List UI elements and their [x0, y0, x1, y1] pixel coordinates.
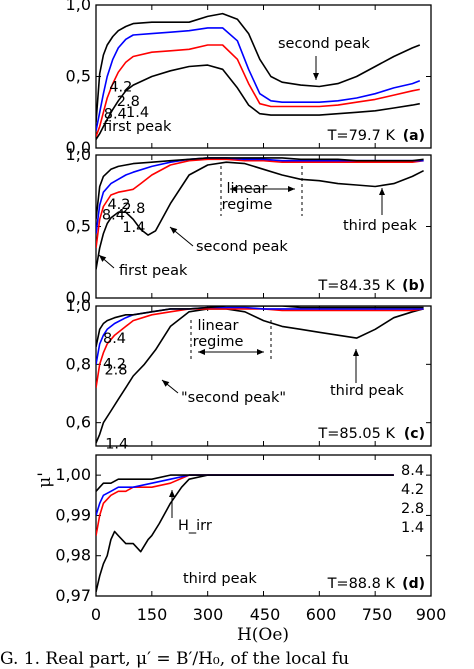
plot-frame	[95, 454, 432, 597]
series-line	[96, 306, 424, 365]
series-label: 4.2	[107, 197, 130, 213]
series-label: 8.4	[401, 463, 424, 479]
annotation-text: regime	[222, 197, 273, 213]
panel-label: (d)	[402, 576, 425, 592]
plot-frame	[95, 305, 432, 447]
chart-panel: 0,97 0,98 0,99 1,00 8.4 4.2 2.8 1.4 T=88.8 K (d) H…	[55, 454, 432, 605]
series-line	[96, 12, 421, 123]
y-tick-label: 0,97	[55, 586, 91, 605]
series-label: 1.4	[401, 520, 424, 536]
series-line	[96, 44, 420, 137]
annotation-text: "second peak"	[181, 390, 286, 406]
y-tick-label: 1,0	[66, 296, 91, 315]
x-tick-labels: 0 150 300 450 600 750 900	[91, 605, 446, 624]
y-tick-label: 0,0	[66, 138, 91, 157]
x-tick-label: 0	[91, 605, 101, 624]
arrow-head	[169, 490, 175, 497]
annotation-text: first peak	[119, 263, 188, 279]
arrow-head	[353, 349, 359, 356]
series-line	[96, 158, 424, 249]
series-label: 8.4	[102, 207, 125, 223]
temperature-label: T=88.8 K	[327, 576, 396, 592]
y-tick-label: 0,8	[66, 354, 91, 373]
x-axis-title: H(Oe)	[237, 625, 289, 645]
annotation-text: third peak	[183, 571, 257, 587]
series-label: 1.4	[122, 220, 145, 236]
x-tick-label: 900	[416, 605, 447, 624]
series-line	[96, 308, 424, 444]
temperature-label: T=79.7 K	[327, 128, 396, 144]
y-tick-label: 0,6	[66, 413, 91, 432]
x-tick-label: 750	[362, 605, 393, 624]
x-tick-label: 450	[250, 605, 281, 624]
arrow-head	[257, 349, 264, 355]
arrow-head	[379, 188, 385, 195]
y-tick-label: 0,5	[66, 217, 91, 236]
series-label: 8.4	[103, 331, 126, 347]
arrow-head	[198, 349, 205, 355]
annotation-text: linear	[197, 318, 238, 334]
chart-panel: 0,6 0,8 1,0 8.4 4.22.8 1.4 T=85.05 K (c) linearr…	[66, 296, 432, 452]
arrow-head	[162, 380, 170, 387]
y-axis-title: μ'	[35, 472, 55, 488]
series-line	[96, 64, 420, 140]
series-label: 2.8	[104, 362, 127, 378]
series-label: 1.4	[126, 105, 149, 121]
series-label: 2.8	[117, 94, 140, 110]
y-tick-label: 0,0	[66, 288, 91, 307]
arrow-head	[313, 73, 319, 80]
y-tick-label: 1,00	[55, 465, 91, 484]
series-label: 1.4	[105, 436, 128, 452]
series-label: 4.2	[401, 482, 424, 498]
series-label: 2.8	[401, 501, 424, 517]
chart-panel: 0,0 0,5 1,0 8.4 4.22.81.4 T=79.7 K (a) second p…	[66, 0, 432, 157]
series-label: 4.2	[109, 80, 132, 96]
panel-label: (b)	[402, 278, 425, 294]
series-line	[96, 474, 394, 536]
series-line	[96, 308, 424, 388]
series-label: 4.2	[103, 356, 126, 372]
y-tick-label: 0,99	[55, 505, 91, 524]
series-line	[96, 161, 424, 270]
y-tick-label: 1,0	[66, 0, 91, 14]
x-tick-label: 150	[137, 605, 168, 624]
y-tick-label: 1,0	[66, 145, 91, 164]
annotation-text: first peak	[103, 119, 172, 135]
figure-caption: G. 1. Real part, μ′ = B′/H₀, of the loca…	[0, 649, 349, 669]
chart-panel: 0,00,51,08.44.22.81.4T=84.35 K (b)linearr…	[66, 145, 432, 307]
arrow-head	[170, 227, 178, 234]
x-tick-label: 300	[193, 605, 224, 624]
series-line	[96, 474, 394, 492]
panel-label: (c)	[404, 426, 425, 442]
arrow-head	[99, 255, 107, 262]
series-line	[96, 474, 394, 516]
series-line	[96, 306, 424, 347]
arrow-head	[230, 186, 237, 192]
y-tick-label: 0,98	[55, 546, 91, 565]
panel-label: (a)	[403, 128, 425, 144]
annotation-text: third peak	[343, 218, 417, 234]
y-tick-label: 0,5	[66, 67, 91, 86]
arrow-head	[288, 186, 295, 192]
temperature-label: T=84.35 K	[317, 278, 395, 294]
series-label: 8.4	[104, 106, 127, 122]
series-label: 2.8	[122, 201, 145, 217]
x-tick-label: 600	[306, 605, 337, 624]
annotation-text: third peak	[330, 383, 404, 399]
annotation-text: H_irr	[178, 518, 212, 534]
series-line	[96, 157, 424, 220]
annotation-text: regime	[193, 334, 244, 350]
annotation-text: second peak	[278, 36, 370, 52]
temperature-label: T=85.05 K	[317, 426, 395, 442]
annotation-text: second peak	[196, 239, 288, 255]
series-line	[96, 27, 421, 131]
chart-panels: 0,00,51,08.44.22.81.4T=79.7 K (a)second p…	[55, 0, 432, 605]
